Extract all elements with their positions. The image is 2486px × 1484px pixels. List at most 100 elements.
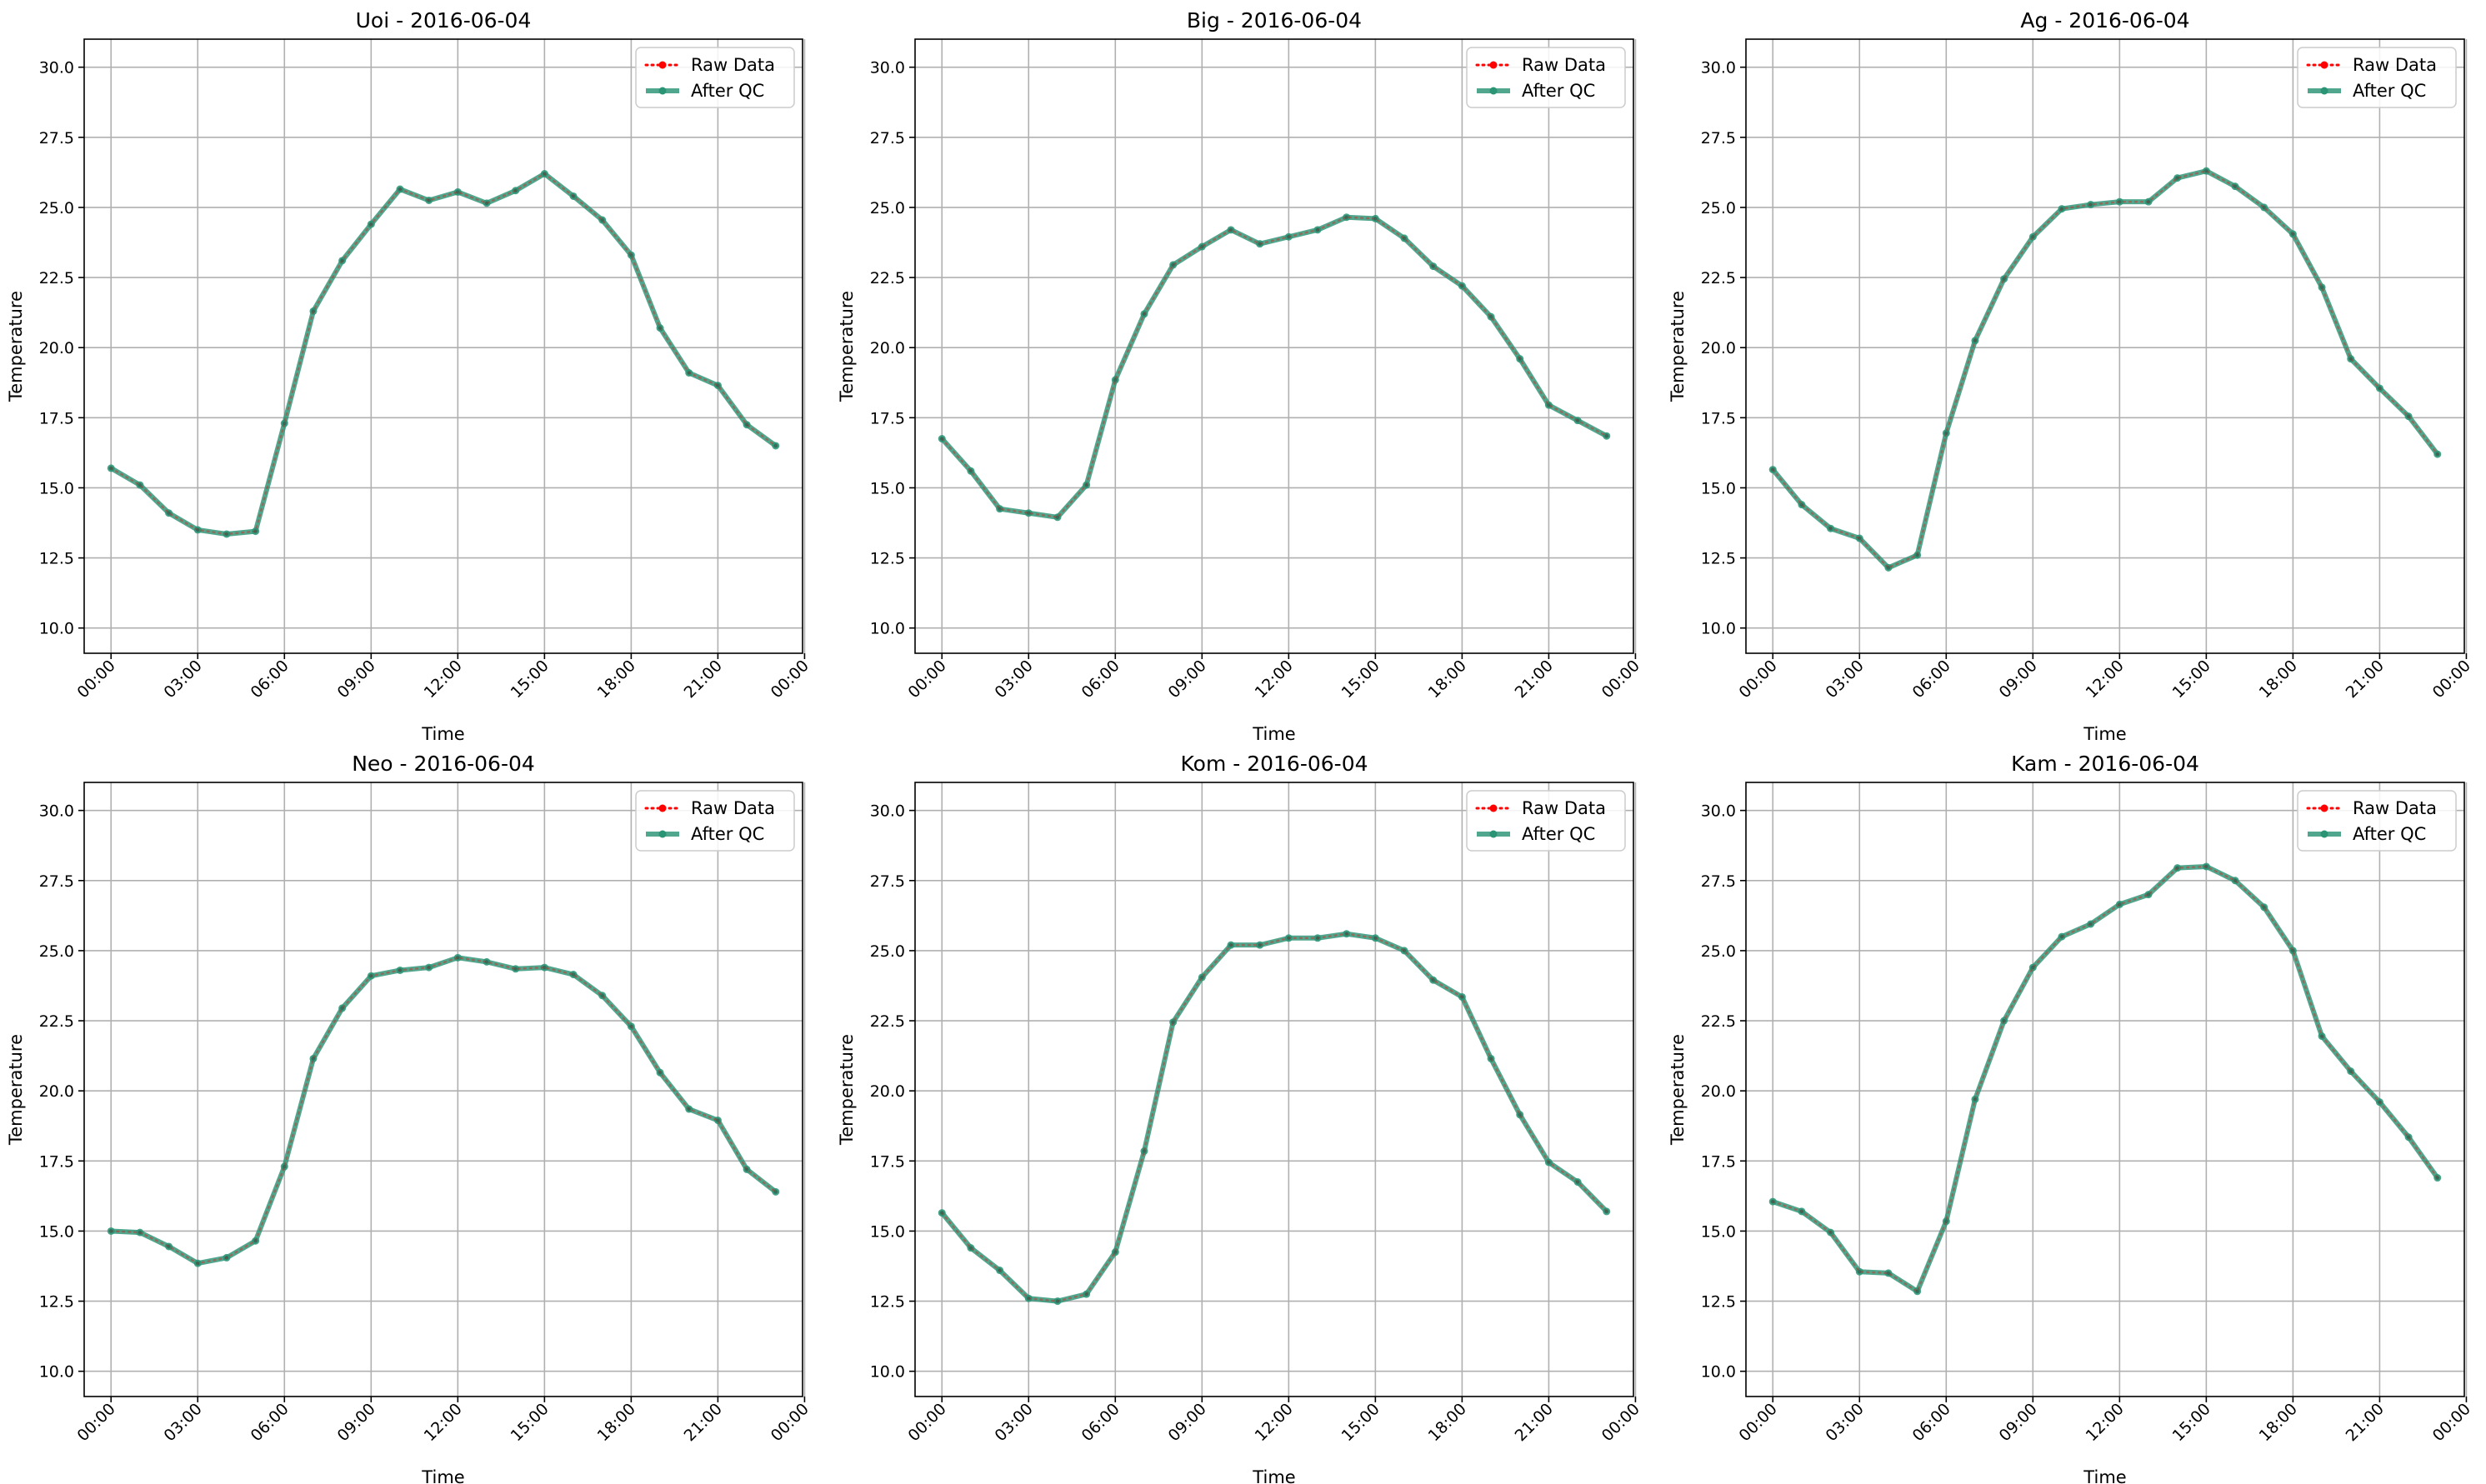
series-line-raw-data [110, 172, 777, 536]
chart-panel: 10.0 12.5 15.0 17.5 20.0 22.5 25.0 27.5 30.0 00:0… [6, 752, 813, 1484]
data-point-raw-data [1518, 357, 1522, 361]
data-point-raw-data [2002, 1018, 2006, 1023]
data-point-raw-data [940, 1211, 944, 1215]
x-tick-label: 06:00 [248, 1400, 293, 1445]
y-tick-label: 12.5 [39, 1293, 74, 1312]
data-point-raw-data [1373, 936, 1378, 940]
data-point-raw-data [1315, 227, 1320, 232]
y-tick-label: 17.5 [870, 1152, 905, 1171]
data-point-raw-data [1027, 511, 1031, 515]
series-line-raw-data [110, 957, 777, 1265]
legend-marker-after-qc [1489, 87, 1498, 95]
data-point-raw-data [1258, 242, 1262, 246]
y-tick-label: 10.0 [1701, 1363, 1736, 1382]
data-point-raw-data [2031, 965, 2035, 970]
chart-title: Kom - 2016-06-04 [1181, 752, 1368, 776]
x-tick-label: 00:00 [1598, 1400, 1643, 1445]
data-point-raw-data [1258, 942, 1262, 947]
data-point-raw-data [571, 194, 576, 198]
data-point-raw-data [456, 956, 460, 960]
y-tick-label: 22.5 [870, 1012, 905, 1031]
plot-frame [83, 38, 803, 654]
x-tick-label: 12:00 [1252, 657, 1297, 702]
data-point-raw-data [2291, 232, 2295, 237]
data-point-raw-data [1373, 217, 1378, 221]
y-axis-label: Temperature [1668, 291, 1688, 402]
x-tick-label: 21:00 [2343, 657, 2388, 702]
data-point-raw-data [2262, 905, 2266, 909]
y-tick-label: 15.0 [39, 479, 74, 497]
y-tick-label: 12.5 [1701, 1293, 1736, 1312]
y-tick-label: 15.0 [1701, 479, 1736, 497]
legend-label-raw-data: Raw Data [691, 55, 775, 75]
data-point-raw-data [109, 466, 113, 471]
series-line-after-qc [939, 214, 1609, 520]
data-point-raw-data [2262, 205, 2266, 210]
data-point-raw-data [1431, 978, 1435, 982]
x-tick-label: 18:00 [1425, 657, 1470, 702]
y-tick-label: 30.0 [39, 59, 74, 77]
series-line-after-qc [108, 955, 778, 1267]
x-tick-label: 03:00 [161, 657, 206, 702]
series-line-raw-data [1772, 169, 2438, 569]
data-point-raw-data [1228, 227, 1233, 232]
data-point-raw-data [1344, 932, 1348, 936]
data-point-raw-data [2233, 878, 2238, 882]
data-point-raw-data [1547, 1160, 1551, 1165]
y-tick-label: 25.0 [39, 199, 74, 217]
x-tick-label: 06:00 [1909, 1400, 1954, 1445]
series-line-after-qc [939, 931, 1609, 1304]
x-tick-label: 00:00 [74, 1400, 119, 1445]
data-point-raw-data [1488, 314, 1493, 319]
data-point-raw-data [1460, 283, 1464, 288]
data-point-raw-data [2348, 1069, 2353, 1073]
data-point-raw-data [1944, 431, 1948, 436]
x-tick-label: 18:00 [594, 657, 639, 702]
y-tick-label: 25.0 [870, 199, 905, 217]
x-tick-label: 03:00 [1823, 1400, 1868, 1445]
data-point-raw-data [2319, 1034, 2324, 1038]
y-tick-label: 25.0 [1701, 942, 1736, 961]
data-point-raw-data [1142, 1149, 1147, 1153]
chart-title: Uoi - 2016-06-04 [356, 8, 532, 32]
chart-title: Ag - 2016-06-04 [2020, 8, 2189, 32]
data-point-raw-data [2378, 386, 2382, 391]
x-tick-label: 00:00 [905, 1400, 950, 1445]
data-point-raw-data [543, 965, 547, 970]
data-point-raw-data [1084, 482, 1088, 487]
y-tick-label: 10.0 [39, 620, 74, 638]
x-tick-label: 09:00 [1165, 657, 1210, 702]
y-tick-label: 20.0 [1701, 339, 1736, 357]
y-axis-label: Temperature [6, 291, 26, 402]
legend-label-after-qc: After QC [1522, 824, 1595, 844]
x-tick-label: 21:00 [2343, 1400, 2388, 1445]
data-point-raw-data [658, 1071, 663, 1075]
data-point-raw-data [1488, 1057, 1493, 1061]
data-point-raw-data [1315, 936, 1320, 940]
data-point-raw-data [2088, 202, 2093, 207]
series-line-raw-data [941, 932, 1608, 1302]
data-point-raw-data [2059, 207, 2064, 211]
y-tick-label: 27.5 [1701, 129, 1736, 147]
data-point-raw-data [687, 371, 691, 375]
data-point-raw-data [1915, 553, 1919, 557]
data-point-raw-data [1027, 1297, 1031, 1301]
y-tick-label: 12.5 [39, 550, 74, 568]
data-point-raw-data [2378, 1100, 2382, 1104]
y-tick-label: 10.0 [870, 1363, 905, 1382]
data-point-raw-data [1055, 515, 1060, 519]
data-point-raw-data [224, 1256, 229, 1260]
y-tick-label: 27.5 [870, 872, 905, 891]
data-point-raw-data [2406, 414, 2411, 418]
x-tick-label: 00:00 [905, 657, 950, 702]
data-point-raw-data [196, 527, 200, 532]
data-point-raw-data [968, 1246, 973, 1250]
data-point-raw-data [1084, 1292, 1088, 1297]
x-axis-label: Time [2083, 1467, 2126, 1484]
x-tick-label: 18:00 [2256, 1400, 2301, 1445]
y-tick-label: 15.0 [870, 1222, 905, 1241]
data-point-raw-data [1287, 235, 1291, 239]
legend-label-raw-data: Raw Data [2353, 798, 2437, 818]
data-point-raw-data [427, 198, 431, 202]
x-tick-label: 00:00 [1598, 657, 1643, 702]
